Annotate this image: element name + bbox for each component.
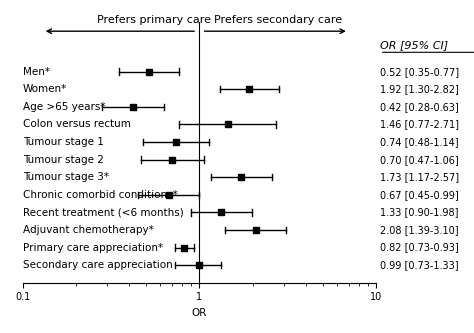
Text: Adjuvant chemotherapy*: Adjuvant chemotherapy* bbox=[23, 225, 154, 235]
Text: Women*: Women* bbox=[23, 84, 67, 94]
Text: Age >65 years*: Age >65 years* bbox=[23, 102, 105, 112]
Text: Chronic comorbid conditions*: Chronic comorbid conditions* bbox=[23, 190, 177, 200]
Text: 0.67 [0.45-0.99]: 0.67 [0.45-0.99] bbox=[380, 190, 458, 200]
Text: 1.46 [0.77-2.71]: 1.46 [0.77-2.71] bbox=[380, 120, 459, 130]
Text: 0.70 [0.47-1.06]: 0.70 [0.47-1.06] bbox=[380, 155, 458, 165]
Text: Prefers secondary care: Prefers secondary care bbox=[214, 15, 343, 25]
Text: Tumour stage 2: Tumour stage 2 bbox=[23, 155, 103, 165]
Text: 0.99 [0.73-1.33]: 0.99 [0.73-1.33] bbox=[380, 260, 458, 270]
Text: Colon versus rectum: Colon versus rectum bbox=[23, 120, 130, 130]
Text: 0.52 [0.35-0.77]: 0.52 [0.35-0.77] bbox=[380, 67, 459, 77]
Text: 2.08 [1.39-3.10]: 2.08 [1.39-3.10] bbox=[380, 225, 458, 235]
Text: 0.82 [0.73-0.93]: 0.82 [0.73-0.93] bbox=[380, 242, 458, 252]
Text: Tumour stage 3*: Tumour stage 3* bbox=[23, 172, 109, 182]
Text: Recent treatment (<6 months): Recent treatment (<6 months) bbox=[23, 207, 183, 217]
Text: Secondary care appreciation: Secondary care appreciation bbox=[23, 260, 173, 270]
Text: Prefers primary care: Prefers primary care bbox=[97, 15, 210, 25]
Text: 0.42 [0.28-0.63]: 0.42 [0.28-0.63] bbox=[380, 102, 458, 112]
Text: Tumour stage 1: Tumour stage 1 bbox=[23, 137, 103, 147]
Text: Primary care appreciation*: Primary care appreciation* bbox=[23, 242, 163, 252]
Text: OR [95% CI]: OR [95% CI] bbox=[380, 40, 448, 50]
Text: 1.33 [0.90-1.98]: 1.33 [0.90-1.98] bbox=[380, 207, 458, 217]
X-axis label: OR: OR bbox=[191, 308, 207, 318]
Text: 1.73 [1.17-2.57]: 1.73 [1.17-2.57] bbox=[380, 172, 459, 182]
Text: 0.74 [0.48-1.14]: 0.74 [0.48-1.14] bbox=[380, 137, 458, 147]
Text: Men*: Men* bbox=[23, 67, 50, 77]
Text: 1.92 [1.30-2.82]: 1.92 [1.30-2.82] bbox=[380, 84, 459, 94]
